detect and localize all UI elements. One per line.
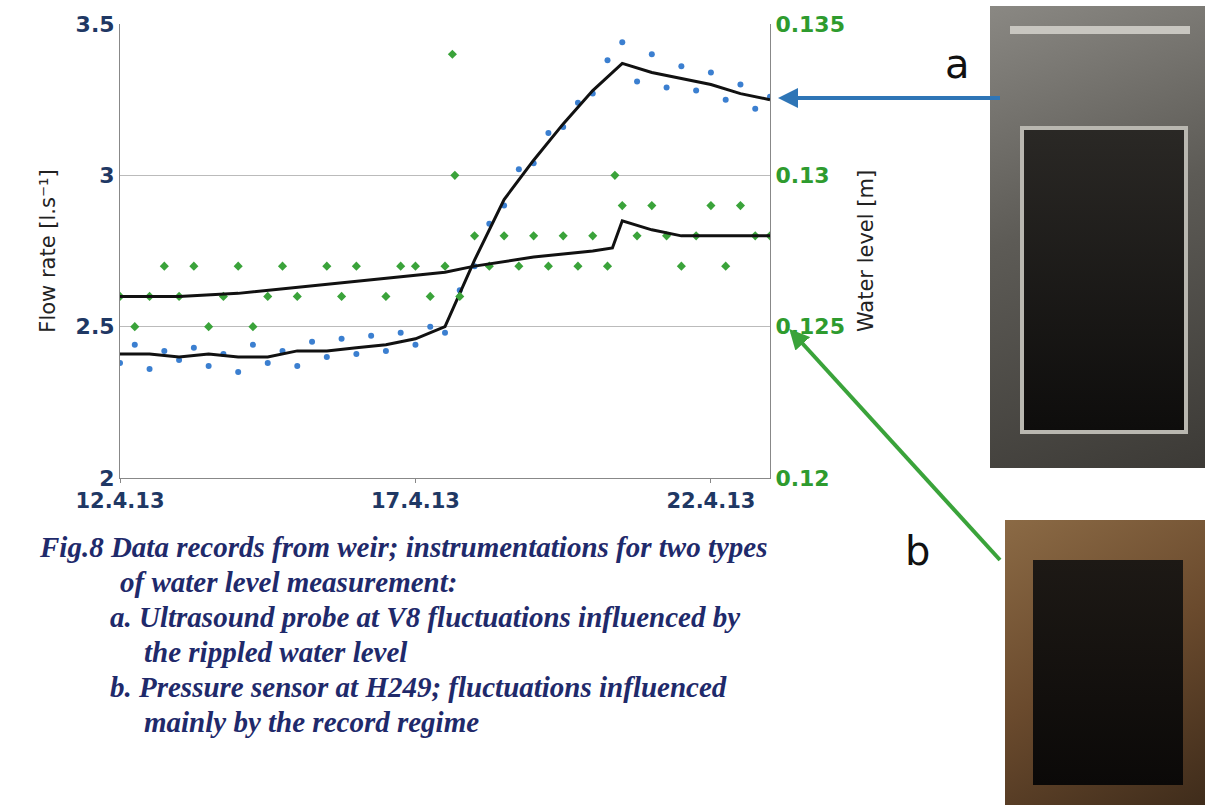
html-text:b. Pressure sensor at H249; fl: b. Pressure sensor at H249; fluctuations… bbox=[110, 671, 727, 738]
svg-text:3.5: 3.5 bbox=[76, 12, 115, 37]
svg-text:0.12: 0.12 bbox=[775, 466, 829, 491]
svg-text:3: 3 bbox=[99, 163, 114, 188]
svg-text:Water level [m]: Water level [m] bbox=[854, 170, 878, 332]
html-text:a. Ultrasound probe at V8 fluc: a. Ultrasound probe at V8 fluctuations i… bbox=[110, 601, 740, 668]
svg-text:22.4.13: 22.4.13 bbox=[666, 489, 755, 513]
svg-text:12.4.13: 12.4.13 bbox=[75, 489, 164, 513]
svg-text:0.125: 0.125 bbox=[775, 314, 845, 339]
svg-text:2.5: 2.5 bbox=[76, 314, 115, 339]
svg-text:2: 2 bbox=[99, 466, 114, 491]
svg-text:Flow rate [l.s⁻¹]: Flow rate [l.s⁻¹] bbox=[36, 169, 60, 332]
html-text:Fig.8 Data records from weir;: Fig.8 Data records from weir; instrument… bbox=[40, 531, 768, 598]
svg-text:17.4.13: 17.4.13 bbox=[371, 489, 460, 513]
svg-text:0.13: 0.13 bbox=[775, 163, 829, 188]
svg-text:0.135: 0.135 bbox=[775, 12, 845, 37]
svg-text:a: a bbox=[945, 41, 970, 87]
svg-text:b: b bbox=[905, 528, 930, 574]
